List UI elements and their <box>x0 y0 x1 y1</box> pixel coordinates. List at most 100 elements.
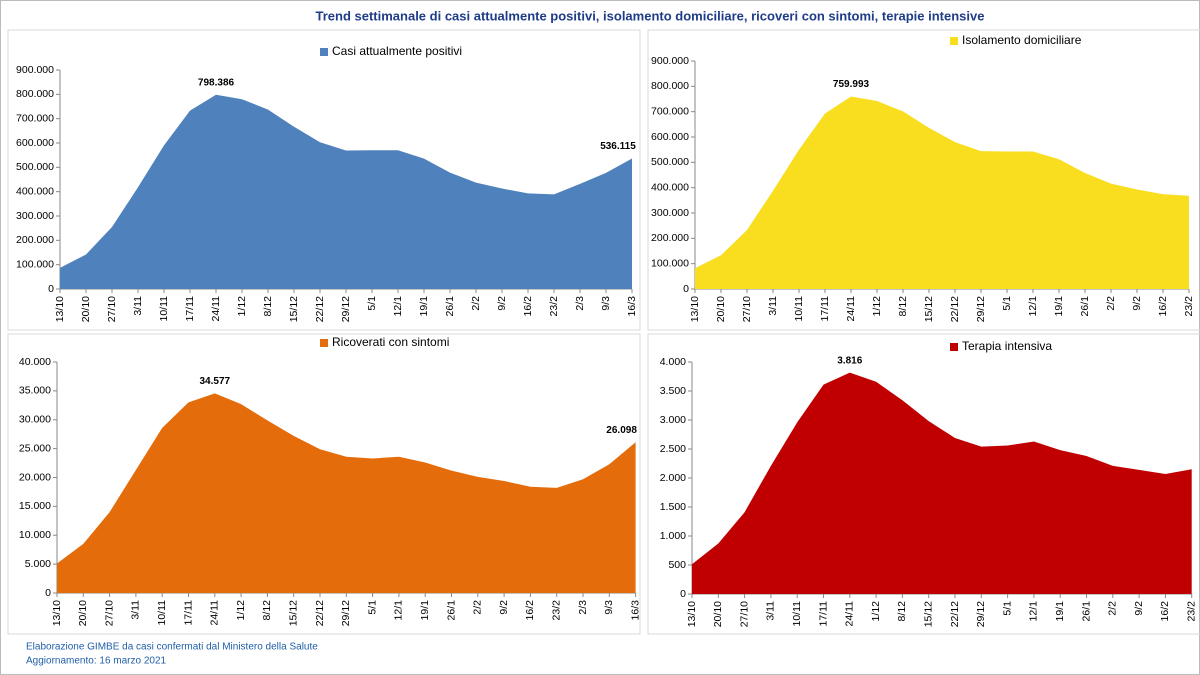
x-tick-label: 17/11 <box>182 600 194 626</box>
legend-swatch <box>320 48 328 56</box>
y-tick-label: 500 <box>668 559 686 571</box>
x-tick-label: 29/12 <box>975 296 987 322</box>
x-tick-label: 8/12 <box>896 601 908 622</box>
x-tick-label: 12/1 <box>393 600 405 621</box>
y-tick-label: 0 <box>45 587 51 599</box>
x-tick-label: 1/12 <box>235 600 247 621</box>
panel <box>7 29 641 331</box>
y-tick-label: 100.000 <box>16 258 54 270</box>
x-tick-label: 22/12 <box>314 296 326 322</box>
y-tick-label: 2.500 <box>660 443 686 455</box>
data-label: 26.098 <box>606 425 637 436</box>
page-title: Trend settimanale di casi attualmente po… <box>316 8 985 23</box>
x-tick-label: 1/12 <box>236 296 248 317</box>
x-tick-label: 1/12 <box>870 601 882 622</box>
x-tick-label: 2/2 <box>470 296 482 311</box>
x-tick-label: 23/2 <box>548 296 560 317</box>
x-tick-label: 24/11 <box>210 296 222 322</box>
legend-label: Casi attualmente positivi <box>332 44 462 58</box>
y-tick-label: 35.000 <box>19 385 51 397</box>
x-tick-label: 2/3 <box>574 296 586 311</box>
x-tick-label: 9/2 <box>496 296 508 311</box>
x-tick-label: 9/2 <box>498 600 510 615</box>
x-tick-label: 17/11 <box>819 296 831 322</box>
x-tick-label: 16/3 <box>626 296 638 317</box>
x-tick-label: 20/10 <box>77 600 89 626</box>
area <box>60 94 632 289</box>
x-tick-label: 3/11 <box>130 600 142 620</box>
x-tick-label: 19/1 <box>1054 601 1066 622</box>
x-tick-label: 13/10 <box>686 601 698 627</box>
x-tick-label: 23/2 <box>1185 601 1197 622</box>
y-tick-label: 1.500 <box>660 501 686 513</box>
y-tick-label: 500.000 <box>16 161 54 173</box>
x-tick-label: 22/12 <box>949 296 961 322</box>
y-tick-label: 0 <box>683 283 689 295</box>
x-tick-label: 2/2 <box>1105 296 1117 311</box>
legend-label: Isolamento domiciliare <box>962 33 1082 47</box>
x-tick-label: 16/2 <box>1159 601 1171 622</box>
legend-swatch <box>950 37 958 45</box>
y-tick-label: 200.000 <box>651 232 689 244</box>
x-tick-label: 16/2 <box>1157 296 1169 317</box>
x-tick-label: 27/10 <box>741 296 753 322</box>
y-tick-label: 600.000 <box>16 137 54 149</box>
x-tick-label: 2/2 <box>1107 601 1119 616</box>
legend-swatch <box>320 339 328 347</box>
data-label: 798.386 <box>198 77 235 88</box>
y-tick-label: 700.000 <box>16 112 54 124</box>
x-tick-label: 13/10 <box>51 600 63 626</box>
panel <box>647 333 1200 635</box>
y-tick-label: 1.000 <box>660 530 686 542</box>
x-tick-label: 20/10 <box>80 296 92 322</box>
x-tick-label: 2/2 <box>472 600 484 615</box>
x-tick-label: 24/11 <box>844 601 856 627</box>
x-tick-label: 26/1 <box>1080 601 1092 622</box>
x-tick-label: 17/11 <box>184 296 196 322</box>
x-tick-label: 15/12 <box>287 600 299 626</box>
y-tick-label: 700.000 <box>651 105 689 117</box>
x-tick-label: 23/2 <box>550 600 562 621</box>
y-tick-label: 4.000 <box>660 356 686 368</box>
legend-label: Terapia intensiva <box>962 339 1052 353</box>
y-tick-label: 900.000 <box>651 55 689 67</box>
x-tick-label: 16/2 <box>524 600 536 621</box>
y-tick-label: 25.000 <box>19 442 51 454</box>
x-tick-label: 15/12 <box>923 296 935 322</box>
x-tick-label: 1/12 <box>871 296 883 317</box>
x-tick-label: 27/10 <box>106 296 118 322</box>
y-tick-label: 20.000 <box>19 471 51 483</box>
x-tick-label: 8/12 <box>897 296 909 317</box>
x-tick-label: 5/1 <box>366 600 378 615</box>
x-tick-label: 29/12 <box>340 600 352 626</box>
y-tick-label: 200.000 <box>16 234 54 246</box>
x-tick-label: 5/1 <box>366 296 378 311</box>
y-tick-label: 500.000 <box>651 156 689 168</box>
y-tick-label: 2.000 <box>660 472 686 484</box>
x-tick-label: 3/11 <box>132 296 144 316</box>
x-tick-label: 15/12 <box>922 601 934 627</box>
x-tick-label: 19/1 <box>1053 296 1065 317</box>
x-tick-label: 20/10 <box>712 601 724 627</box>
x-tick-label: 3/11 <box>767 296 779 316</box>
x-tick-label: 29/12 <box>975 601 987 627</box>
x-tick-label: 9/2 <box>1131 296 1143 311</box>
y-tick-label: 800.000 <box>651 80 689 92</box>
x-tick-label: 8/12 <box>261 600 273 621</box>
y-tick-label: 10.000 <box>19 529 51 541</box>
x-tick-label: 3/11 <box>765 601 777 621</box>
x-tick-label: 8/12 <box>262 296 274 317</box>
y-tick-label: 0 <box>48 283 54 295</box>
data-label: 536.115 <box>600 141 636 152</box>
x-tick-label: 12/1 <box>1028 601 1040 622</box>
panel <box>7 333 641 635</box>
x-tick-label: 9/3 <box>603 600 615 615</box>
x-tick-label: 10/11 <box>793 296 805 322</box>
legend-swatch <box>950 343 958 351</box>
data-label: 3.816 <box>837 355 862 366</box>
x-tick-label: 15/12 <box>288 296 300 322</box>
y-tick-label: 400.000 <box>16 185 54 197</box>
x-tick-label: 16/2 <box>522 296 534 317</box>
x-tick-label: 27/10 <box>103 600 115 626</box>
x-tick-label: 19/1 <box>418 296 430 317</box>
